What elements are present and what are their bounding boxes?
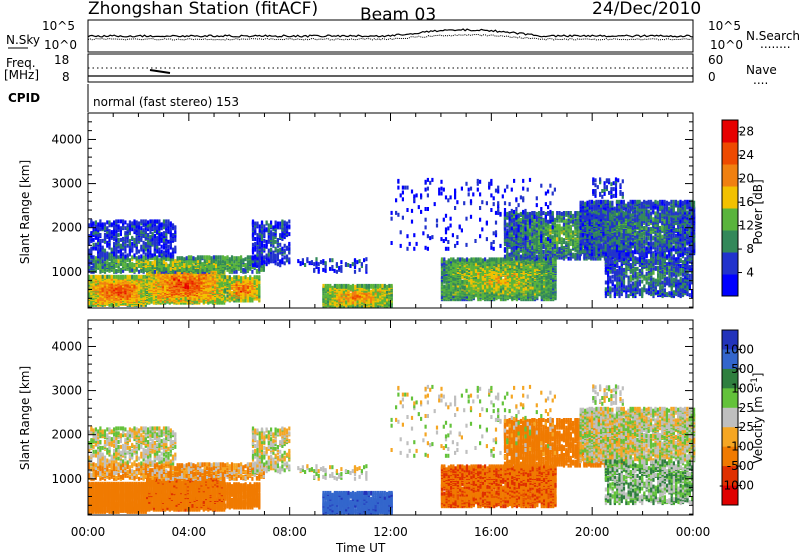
noise-right-tick-top: 10^5 (708, 19, 741, 33)
nave-dip (150, 70, 170, 73)
power-cell (122, 275, 124, 279)
power-heatmap-cells (88, 177, 695, 308)
radar-summary-plot: Zhongshan Station (fitACF) Beam 03 24/De… (0, 0, 800, 554)
power-cell (240, 276, 242, 280)
freq-right-tick-top: 60 (708, 53, 723, 67)
freq-left-tick-bottom: 8 (62, 70, 70, 84)
power-cell (120, 275, 122, 279)
power-cell (251, 277, 253, 281)
power-cell (108, 275, 110, 279)
power-cell (106, 275, 108, 279)
cpid-label: CPID (8, 91, 40, 105)
power-cell (224, 297, 226, 301)
power-cell (242, 276, 244, 280)
power-cell (226, 275, 228, 279)
power-cell (118, 302, 120, 306)
power-cell (136, 275, 138, 279)
noise-sky-label: N.Sky (6, 33, 40, 47)
power-cell (104, 275, 106, 279)
date-label: 24/Dec/2010 (592, 0, 701, 19)
freq-left-tick-top: 18 (54, 53, 69, 67)
power-cell (236, 275, 238, 279)
power-cell (231, 291, 233, 295)
freq-right-tick-bottom: 0 (708, 70, 716, 84)
power-cell (99, 275, 101, 279)
noise-sky-trace (88, 29, 693, 37)
power-cell (140, 275, 142, 279)
station-title: Zhongshan Station (fitACF) (88, 0, 318, 19)
power-cell (247, 277, 249, 281)
beam-label: Beam 03 (360, 5, 436, 25)
power-cell (111, 275, 113, 279)
noise-left-tick-bottom: 10^0 (44, 38, 77, 52)
power-cell (231, 277, 233, 281)
power-cell (102, 275, 104, 279)
power-cell (127, 275, 129, 279)
noise-left-tick-top: 10^5 (42, 19, 75, 33)
power-cell (229, 275, 231, 279)
power-cell (131, 275, 133, 279)
nave-legend-dots: .... (753, 73, 768, 87)
power-cell (245, 275, 247, 279)
power-cell (97, 275, 99, 279)
power-cell (224, 275, 226, 279)
power-cell (133, 275, 135, 279)
power-cell (242, 293, 244, 297)
power-cell (146, 279, 148, 283)
power-cell (238, 275, 240, 279)
power-cell (95, 275, 97, 279)
power-cell (249, 275, 251, 279)
noise-search-trace (88, 35, 693, 41)
power-cell (118, 275, 120, 279)
noise-right-tick-bottom: 10^0 (710, 38, 743, 52)
freq-label-line2: [MHz] (4, 68, 39, 82)
power-cell (143, 275, 145, 279)
power-cell (129, 275, 131, 279)
power-cell (138, 275, 140, 279)
power-cell (233, 275, 235, 279)
noise-search-legend-dots: ........ (760, 37, 791, 51)
power-cell (93, 275, 95, 279)
frequency-panel: Freq. [MHz] 18 8 60 0 Nave .... (4, 53, 777, 87)
cpid-text: normal (fast stereo) 153 (93, 95, 239, 109)
power-cell (191, 297, 193, 301)
power-cell (113, 275, 115, 279)
power-cell (124, 275, 126, 279)
power-cell (115, 275, 117, 279)
power-cell (90, 275, 92, 279)
